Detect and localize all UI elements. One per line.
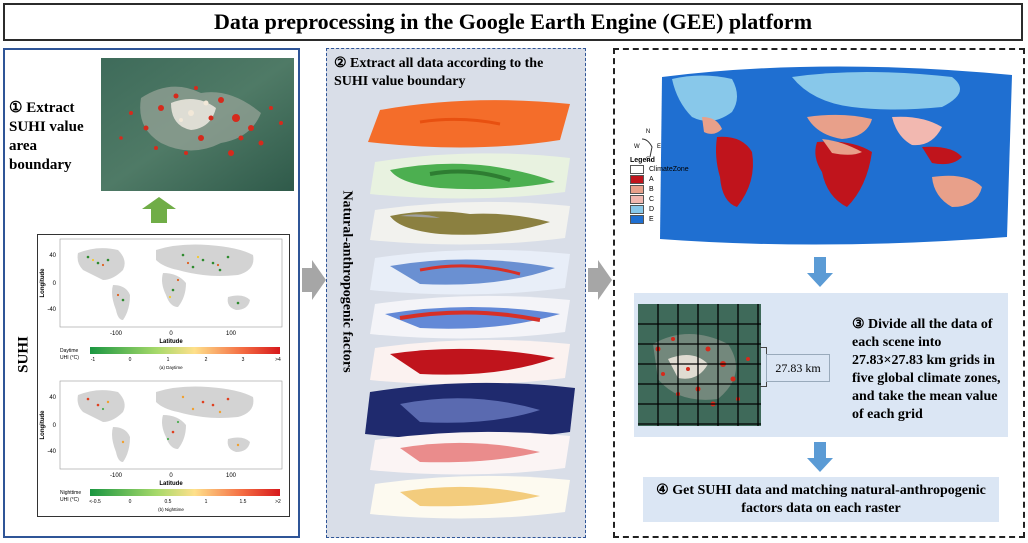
night-legend-tick: 0: [129, 499, 132, 505]
panel-step3-4: [613, 48, 1025, 538]
night-legend-title-2: UHI (°C): [60, 497, 79, 503]
diagram-title: Data preprocessing in the Google Earth E…: [3, 3, 1023, 41]
nighttime-map: 40 0 -40 -100 0 100 Latitude Longitude N…: [40, 380, 283, 512]
right-arrow-icon: [588, 260, 612, 300]
step1-text: ① Extract SUHI value area boundary: [9, 99, 99, 175]
grid-size-label: 27.83 km: [766, 354, 830, 382]
day-xtick-3: 100: [226, 331, 237, 337]
step3-text: ③ Divide all the data of each scene into…: [852, 316, 1004, 424]
night-xtick-1: -100: [110, 473, 123, 479]
compass-e: E: [657, 144, 661, 150]
night-caption: (b) Nighttime: [158, 507, 184, 512]
step2-text: ② Extract all data according to the SUHI…: [334, 55, 580, 91]
day-legend-tick: -1: [91, 357, 96, 363]
night-ylabel: Longitude: [40, 410, 46, 440]
day-xtick-1: -100: [110, 331, 123, 337]
night-legend-tick: <-0.5: [89, 499, 101, 505]
day-ytick-2: 0: [53, 281, 57, 287]
down-arrow-icon: [807, 442, 833, 472]
compass-n: N: [646, 129, 650, 135]
night-xlabel: Latitude: [159, 481, 183, 487]
day-ylabel: Longitude: [40, 268, 46, 298]
climate-zone-map: N S W E: [622, 57, 1020, 249]
night-legend-tick: >2: [275, 499, 281, 505]
suhi-satellite-image: [101, 58, 294, 191]
day-ytick-1: 40: [49, 253, 56, 259]
legend-item-label: B: [649, 186, 654, 193]
factors-side-label: Natural-anthropogenic factors: [337, 186, 357, 377]
climate-legend-title: Legend: [630, 157, 655, 164]
day-legend-title-2: UHI (°C): [60, 355, 79, 361]
legend-swatch: [630, 205, 644, 214]
up-arrow-icon: [142, 197, 176, 223]
compass-s: S: [646, 157, 650, 163]
factor-layer: [370, 475, 570, 519]
legend-swatch: [630, 215, 644, 224]
compass-w: W: [634, 144, 640, 150]
suhi-world-maps-figure: 40 0 -40 -100 0 100 Latitude Longitude D…: [37, 234, 290, 517]
suhi-side-label: SUHI: [15, 325, 34, 385]
climate-legend-item: C: [630, 195, 700, 204]
day-ytick-3: -40: [47, 307, 56, 313]
day-legend-tick: 3: [242, 357, 245, 363]
night-legend-title-1: Nighttime: [60, 490, 81, 496]
factors-side-text: Natural-anthropogenic factors: [339, 190, 355, 373]
factor-layer: [368, 100, 570, 148]
night-ytick-2: 0: [53, 423, 57, 429]
gridded-satellite-image: [638, 304, 761, 426]
legend-swatch: [630, 195, 644, 204]
climate-legend: Legend ClimateZone A B C D E: [630, 157, 700, 225]
down-arrow-icon: [807, 257, 833, 287]
day-legend-title-1: Daytime: [60, 348, 79, 354]
suhi-side-text: SUHI: [15, 336, 32, 373]
step4-box: ④ Get SUHI data and matching natural-ant…: [643, 477, 999, 522]
night-legend-tick: 1: [205, 499, 208, 505]
factor-layer: [370, 201, 570, 245]
climate-legend-item: A: [630, 175, 700, 184]
legend-item-label: E: [649, 216, 654, 223]
night-legend-tick: 0.5: [165, 499, 172, 505]
step3-label: ③ Divide all the data of each scene into…: [852, 317, 1001, 422]
legend-item-label: C: [649, 196, 655, 203]
legend-swatch: [630, 165, 644, 174]
step2-label: ② Extract all data according to the SUHI…: [334, 56, 544, 89]
legend-item-label: A: [649, 176, 654, 183]
night-xtick-3: 100: [226, 473, 237, 479]
day-caption: (a) Daytime: [159, 365, 183, 370]
climate-legend-item: B: [630, 185, 700, 194]
day-legend-tick: 0: [129, 357, 132, 363]
legend-swatch: [630, 185, 644, 194]
day-legend-tick: >4: [275, 357, 281, 363]
night-xtick-2: 0: [169, 473, 173, 479]
title-text: Data preprocessing in the Google Earth E…: [213, 9, 813, 34]
day-xlabel: Latitude: [159, 339, 183, 345]
night-legend-tick: 1.5: [240, 499, 247, 505]
legend-item-label: ClimateZone: [649, 166, 689, 173]
factor-layer: [365, 382, 575, 440]
right-arrow-icon: [302, 260, 326, 300]
factor-layer: [370, 153, 570, 199]
step4-label: ④ Get SUHI data and matching natural-ant…: [656, 482, 986, 516]
factor-layers-stack: [360, 92, 582, 532]
climate-legend-item: ClimateZone: [630, 165, 700, 174]
legend-item-label: D: [649, 206, 655, 213]
daytime-map: 40 0 -40 -100 0 100 Latitude Longitude D…: [40, 238, 283, 370]
climate-legend-item: D: [630, 205, 700, 214]
night-ytick-3: -40: [47, 449, 56, 455]
factor-layer: [370, 249, 570, 295]
factor-layer: [370, 431, 570, 475]
panel-step1: [3, 48, 300, 538]
day-legend-tick: 1: [167, 357, 170, 363]
night-ytick-1: 40: [49, 395, 56, 401]
day-xtick-2: 0: [169, 331, 173, 337]
factor-layer: [370, 339, 570, 385]
factor-layer: [370, 295, 570, 339]
climate-legend-item: E: [630, 215, 700, 224]
grid-size-text: 27.83 km: [775, 360, 821, 375]
day-legend-tick: 2: [205, 357, 208, 363]
legend-swatch: [630, 175, 644, 184]
step1-label: ① Extract SUHI value area boundary: [9, 100, 84, 173]
